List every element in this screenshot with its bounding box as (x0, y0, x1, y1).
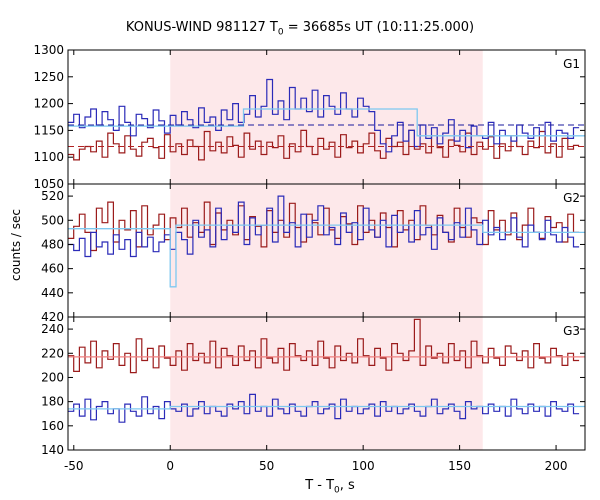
x-tick-label: 0 (166, 459, 174, 473)
series-g3-blue (68, 393, 580, 423)
y-tick-label: 1100 (33, 150, 64, 164)
y-tick-label: 240 (41, 322, 64, 336)
panel-g2: 420 440 460 480 500 520 G2 (41, 183, 586, 324)
y-tick-label: 1200 (33, 97, 64, 111)
fit-line-g1-0 (68, 108, 585, 137)
series-g3-red (68, 318, 580, 374)
y-tick-label: 160 (41, 419, 64, 433)
x-tick-label: 150 (448, 459, 471, 473)
panel-label: G1 (563, 57, 580, 71)
y-tick-label: 200 (41, 370, 64, 384)
y-tick-label: 180 (41, 395, 64, 409)
panel-g1: 1050 1100 1150 1200 1250 1300 G1 (33, 43, 586, 191)
y-tick-label: 1050 (33, 177, 64, 191)
y-tick-label: 440 (41, 286, 64, 300)
y-tick-label: 1300 (33, 43, 64, 57)
x-tick-label: 50 (259, 459, 274, 473)
y-tick-label: 1150 (33, 123, 64, 137)
panel-g3: 140 160 180 200 220 240 G3 (41, 316, 586, 457)
y-axis-label: counts / sec (9, 209, 23, 282)
x-tick-label: -50 (64, 459, 84, 473)
y-tick-label: 420 (41, 310, 64, 324)
x-tick-label: 100 (352, 459, 375, 473)
x-axis-label: T - T0, s (305, 478, 355, 496)
y-tick-label: 460 (41, 262, 64, 276)
y-tick-label: 1250 (33, 70, 64, 84)
fit-line-g3-1 (68, 405, 585, 410)
shaded-interval (170, 50, 483, 450)
y-tick-label: 220 (41, 346, 64, 360)
panel-frame (67, 316, 586, 451)
y-tick-label: 480 (41, 237, 64, 251)
panel-label: G2 (563, 191, 580, 205)
x-tick-label: 200 (545, 459, 568, 473)
chart-title: KONUS-WIND 981127 T0 = 36685s UT (10:11:… (125, 20, 475, 38)
y-tick-label: 500 (41, 213, 64, 227)
y-tick-label: 140 (41, 443, 64, 457)
fit-line-g2-0 (68, 224, 585, 288)
series-g1-blue (68, 78, 580, 153)
panel-label: G3 (563, 324, 580, 338)
series-g2-blue (68, 195, 580, 258)
y-tick-label: 520 (41, 189, 64, 203)
